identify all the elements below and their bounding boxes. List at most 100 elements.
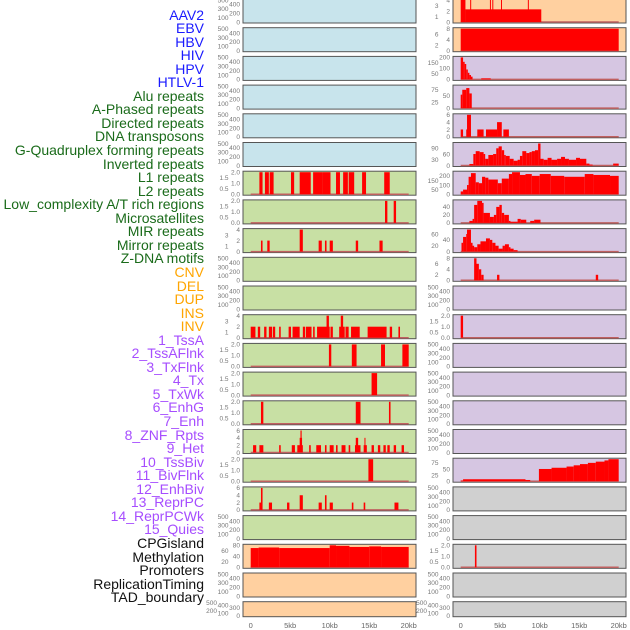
data-bar [465,9,542,22]
data-bar [324,240,327,252]
track-label: Promoters [139,562,204,579]
track-panel [242,228,417,254]
data-bar [460,28,619,51]
y-tick-label: 500 [218,284,229,291]
y-tick-label: 20 [221,559,229,566]
track-label: L2 repeats [137,182,204,199]
data-bar [260,487,263,510]
data-bar [504,154,506,166]
y-tick-label: 100 [218,101,229,108]
data-bar [613,163,619,166]
data-bar [402,344,409,367]
track-panel [242,256,417,282]
data-bar [485,158,489,166]
data-bar [329,240,333,252]
data-bar [393,445,397,453]
data-bar [398,326,401,338]
data-bar [531,151,535,166]
data-bar [477,200,483,223]
y-tick-label: 0.0 [231,392,240,399]
y-tick-label: 2 [435,272,439,279]
data-bar [377,445,381,453]
data-bar [381,344,385,367]
data-bar [517,159,520,166]
track-label: AAV2 [169,6,204,23]
y-tick-label: 0.5 [219,358,228,365]
y-tick-label: 3 [225,319,229,326]
y-tick-label: 0.0 [231,479,240,486]
y-tick-label: 100 [218,589,229,596]
track-label: DNA transposons [95,128,204,145]
y-tick-label: 60 [443,151,451,158]
y-tick-label: 400 [229,289,240,296]
data-bar [497,122,502,137]
y-tick-label: 20 [443,212,451,219]
data-bar [593,174,611,195]
data-bar [492,242,496,252]
data-bar [472,245,475,252]
track-panel [242,601,417,618]
y-tick-label: 2.0 [231,198,240,205]
y-tick-label: 0 [446,249,450,256]
data-bar [482,202,484,223]
data-bar [259,172,263,195]
data-bar [379,240,383,252]
y-tick-label: 2 [236,238,240,245]
data-bar [318,502,322,510]
track-panel [242,0,417,24]
data-bar [299,172,311,195]
data-bar [510,248,514,252]
y-tick-label: 0.0 [231,192,240,199]
data-bar [463,236,467,252]
y-tick-label: 1.5 [429,319,438,326]
track-label: Microsatellites [115,209,204,226]
data-bar [268,326,273,338]
data-bar [561,156,565,166]
y-tick-label: 0 [236,19,240,26]
y-tick-label: 400 [439,432,450,439]
track-panel [242,515,417,541]
y-tick-label: 6 [435,261,439,268]
data-bar [508,174,513,195]
y-tick-label: 0 [446,105,450,112]
x-tick-label: 10kb [322,621,338,630]
data-bar [499,204,502,223]
data-bar [470,242,473,252]
y-tick-label: 0.0 [231,364,240,371]
data-bar [355,240,359,252]
data-bar [336,172,340,195]
data-bar [488,154,494,166]
data-bar [463,189,468,195]
y-tick-label: 400 [218,603,229,610]
y-tick-label: 100 [428,589,439,596]
data-bar [259,445,264,453]
data-bar [504,214,509,223]
data-bar [272,326,276,338]
y-tick-label: 400 [439,289,450,296]
y-tick-label: 500 [218,571,229,578]
data-bar [317,326,330,338]
data-bar [462,89,467,109]
data-bar [467,114,471,137]
y-tick-label: 2 [236,324,240,331]
y-tick-label: 200 [229,269,240,276]
y-tick-label: 100 [428,610,439,617]
y-tick-label: 0 [236,613,240,620]
y-tick-label: 0 [236,77,240,84]
y-tick-label: 0.0 [441,335,450,342]
y-tick-label: 2.0 [441,313,450,320]
y-tick-label: 200 [416,608,427,615]
data-bar [326,315,329,338]
track-label: TAD_boundary [110,589,204,606]
data-bar [527,0,529,22]
y-tick-label: 0.0 [231,220,240,227]
y-tick-label: 0 [236,306,240,313]
data-bar [474,258,477,281]
y-tick-label: 1.0 [231,410,240,417]
data-bar [501,150,505,166]
y-tick-label: 500 [218,83,229,90]
data-bar [482,176,486,195]
y-tick-label: 500 [218,55,229,62]
data-bar [470,76,473,80]
data-bar [464,64,467,80]
